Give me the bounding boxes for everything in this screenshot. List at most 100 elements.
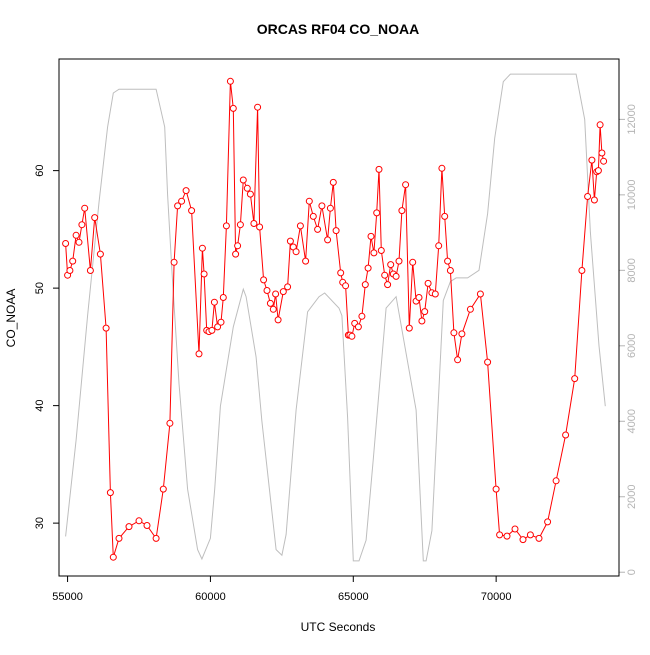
primary-data-point [562,431,570,439]
primary-data-point [578,267,586,274]
primary-data-point [364,264,372,272]
secondary-series-line [65,73,606,562]
primary-data-point [596,121,604,129]
primary-data-point [594,167,602,175]
primary-data-point [232,250,240,258]
primary-data-point [392,272,400,280]
chart-title: ORCAS RF04 CO_NOAA [257,21,420,37]
primary-data-point [332,227,340,235]
primary-data-point [174,202,182,210]
primary-data-point [286,237,294,245]
primary-data-point [598,149,606,157]
primary-data-point [188,207,196,215]
primary-data-point [438,164,446,172]
primary-data-point [210,298,218,306]
primary-data-point [217,318,225,326]
primary-data-point [239,176,247,184]
y2-tick-label: 4000 [626,409,638,433]
x-tick-label: 70000 [481,591,512,603]
primary-data-point [398,207,406,215]
primary-data-point [284,283,292,291]
primary-data-point [600,157,608,165]
primary-data-point [424,279,432,287]
primary-data-point [387,261,395,269]
primary-data-point [81,204,89,212]
primary-data-point [511,525,519,533]
primary-data-point [305,197,313,205]
primary-data-point [314,225,322,233]
primary-data-point [222,222,230,230]
primary-data-point [226,77,234,85]
primary-data-point [329,178,337,186]
primary-data-point [552,477,560,485]
primary-data-point [361,281,369,289]
primary-data-point [358,312,366,320]
primary-data-point [66,267,74,274]
series-layer [62,73,608,562]
primary-data-point [86,267,94,274]
primary-data-point [318,202,326,210]
primary-data-point [78,221,86,229]
x-tick-label: 60000 [195,591,226,603]
primary-data-point [279,288,287,296]
primary-data-point [421,308,429,316]
y2-tick-label: 8000 [626,258,638,282]
y-tick-label: 30 [34,517,46,529]
primary-data-point [326,204,334,212]
primary-data-point [415,294,423,301]
primary-data-point [69,257,77,265]
primary-data-point [195,350,203,358]
x-tick-label: 65000 [338,591,369,603]
primary-data-point [178,197,186,205]
primary-data-point [274,316,282,324]
primary-data-point [214,323,222,331]
primary-data-point [309,212,317,220]
primary-data-point [296,222,304,230]
y2-tick-label: 10000 [626,180,638,211]
primary-data-point [571,375,579,383]
primary-data-point [109,553,117,561]
primary-data-point [466,305,474,313]
primary-data-point [159,485,167,493]
y-tick-label: 50 [34,282,46,294]
primary-data-point [402,181,410,189]
primary-data-point [198,244,206,252]
primary-data-point [377,247,385,254]
primary-data-point [348,332,356,340]
primary-data-point [584,193,592,200]
primary-data-point [302,257,310,265]
primary-data-point [373,209,381,217]
y2-tick-label: 0 [626,569,638,575]
primary-data-point [519,536,527,544]
primary-data-point [292,248,300,256]
primary-data-point [102,324,110,332]
primary-data-point [250,220,258,227]
primary-data-point [590,196,598,204]
primary-data-point [246,190,254,198]
primary-data-point [384,281,392,289]
primary-data-point [166,419,174,427]
y-tick-label: 60 [34,165,46,177]
primary-data-point [342,282,350,290]
primary-data-point [152,534,160,542]
primary-data-point [476,290,484,298]
primary-data-point [62,240,70,247]
primary-data-point [115,534,123,542]
primary-data-point [91,214,99,222]
primary-data-point [260,276,268,284]
primary-data-point [526,531,534,539]
primary-data-point [458,330,466,338]
primary-data-point [170,258,178,266]
primary-data-point [492,485,500,493]
primary-data-point [125,523,133,531]
primary-data-point [544,518,552,526]
primary-data-point [409,258,417,266]
primary-data-point [450,329,458,337]
primary-data-point [337,269,345,277]
primary-data-point [418,317,426,325]
primary-data-point [588,156,596,164]
primary-data-point [236,221,244,229]
